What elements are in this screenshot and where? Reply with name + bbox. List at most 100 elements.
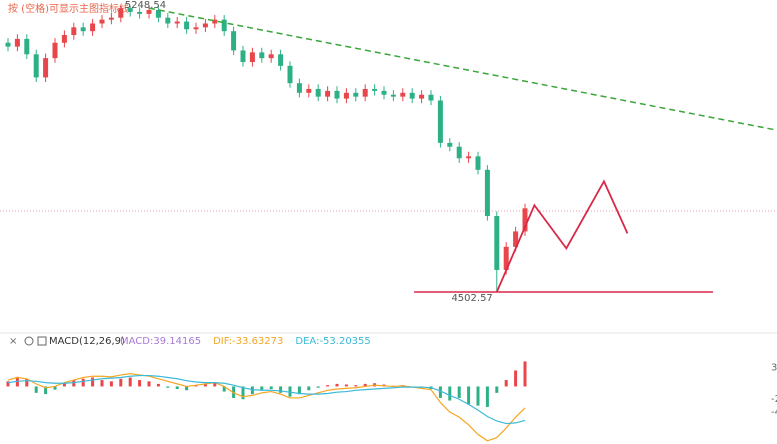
y-tick-label: 30 xyxy=(771,362,777,373)
y-tick-label: -20 xyxy=(771,394,777,405)
macd-bar xyxy=(91,377,95,387)
macd-bar xyxy=(514,370,518,387)
macd-bar xyxy=(344,384,348,387)
candle-body xyxy=(24,38,30,55)
candle-body xyxy=(503,246,509,270)
candle-body xyxy=(494,216,500,270)
candle-body xyxy=(165,17,171,24)
macd-bar xyxy=(523,361,527,387)
macd-bar xyxy=(260,386,264,391)
toggle-icon[interactable] xyxy=(37,336,47,346)
macd-bar xyxy=(6,381,10,387)
macd-bar xyxy=(354,385,358,387)
candle-body xyxy=(522,208,528,232)
candle-body xyxy=(52,42,58,59)
candle-body xyxy=(334,90,340,99)
macd-bar xyxy=(138,380,142,387)
macd-bar xyxy=(185,386,189,391)
macd-bar xyxy=(241,386,245,400)
candle-body xyxy=(43,58,49,78)
candle-body xyxy=(484,169,490,217)
macd-bar xyxy=(100,380,104,387)
macd-bar xyxy=(457,386,461,398)
candle-body xyxy=(146,10,152,14)
candle-body xyxy=(108,17,114,20)
candle-body xyxy=(428,94,434,101)
candle-body xyxy=(240,50,246,62)
candle-body xyxy=(155,10,161,18)
macd-line xyxy=(7,374,526,425)
macd-bar xyxy=(34,386,38,393)
macd-bar xyxy=(476,386,480,406)
high-label: 5248.54 xyxy=(125,0,166,11)
candle-body xyxy=(409,92,415,99)
candle-body xyxy=(193,27,199,30)
macd-bar xyxy=(485,386,489,407)
macd-line xyxy=(7,373,526,442)
macd-bar xyxy=(128,377,132,387)
macd-bar xyxy=(119,378,123,387)
macd-bar xyxy=(316,386,320,388)
legend-entry: DIF:-33.63273 xyxy=(213,336,283,347)
legend-entry: MACD:39.14165 xyxy=(120,336,201,347)
macd-bar xyxy=(269,386,273,390)
macd-bar xyxy=(147,381,151,387)
candle-body xyxy=(381,90,387,95)
macd-bar xyxy=(175,386,179,390)
candle-body xyxy=(306,88,312,93)
candle-body xyxy=(372,88,378,91)
macd-bar xyxy=(72,380,76,387)
candle-body xyxy=(447,142,453,147)
macd-bar xyxy=(213,382,217,387)
candle-body xyxy=(127,8,133,12)
candle-body xyxy=(466,156,472,159)
macd-bar xyxy=(504,380,508,387)
candle-body xyxy=(14,38,20,47)
low-label: 4502.57 xyxy=(451,293,492,304)
candle-body xyxy=(33,54,39,78)
candle-body xyxy=(5,42,11,47)
macd-bar xyxy=(250,386,254,395)
projection-line xyxy=(495,179,629,293)
hint: 按 (空格)可显示主图指标线 xyxy=(8,2,129,15)
macd-bar xyxy=(326,385,330,387)
macd-bar xyxy=(288,386,292,397)
candle-body xyxy=(212,19,218,24)
macd-bar xyxy=(363,383,367,387)
candle-body xyxy=(90,23,96,32)
candle-body xyxy=(184,21,190,30)
macd-bar xyxy=(62,383,66,387)
indicator-name: MACD(12,26,9) xyxy=(49,336,125,347)
macd-bar xyxy=(335,383,339,387)
trend-line xyxy=(148,7,777,131)
candle-body xyxy=(390,94,396,97)
macd-bar xyxy=(109,381,113,387)
macd-bar xyxy=(25,378,29,387)
candle-body xyxy=(325,90,331,97)
candle-body xyxy=(362,88,368,97)
candle-body xyxy=(99,19,105,24)
candle-body xyxy=(343,92,349,99)
candle-body xyxy=(296,83,302,93)
macd-bar xyxy=(156,383,160,387)
candle-body xyxy=(353,92,359,97)
candle-body xyxy=(278,54,284,66)
y-tick-label: -40 xyxy=(771,407,777,418)
candle-body xyxy=(456,146,462,159)
candle-body xyxy=(137,11,143,14)
macd-bar xyxy=(279,386,283,393)
candle-body xyxy=(231,31,237,51)
candle-body xyxy=(419,94,425,99)
legend-entry: DEA:-53.20355 xyxy=(295,336,370,347)
candle-body xyxy=(287,65,293,84)
macd-bar xyxy=(495,386,499,393)
candle-body xyxy=(513,231,519,247)
candle-body xyxy=(268,54,274,59)
macd-bar xyxy=(203,383,207,387)
close-icon[interactable]: × xyxy=(9,336,17,347)
candle-body xyxy=(174,21,180,24)
settings-icon[interactable] xyxy=(24,336,34,346)
candle-body xyxy=(475,156,481,170)
macd-bar xyxy=(81,378,85,387)
candle-body xyxy=(437,100,443,143)
